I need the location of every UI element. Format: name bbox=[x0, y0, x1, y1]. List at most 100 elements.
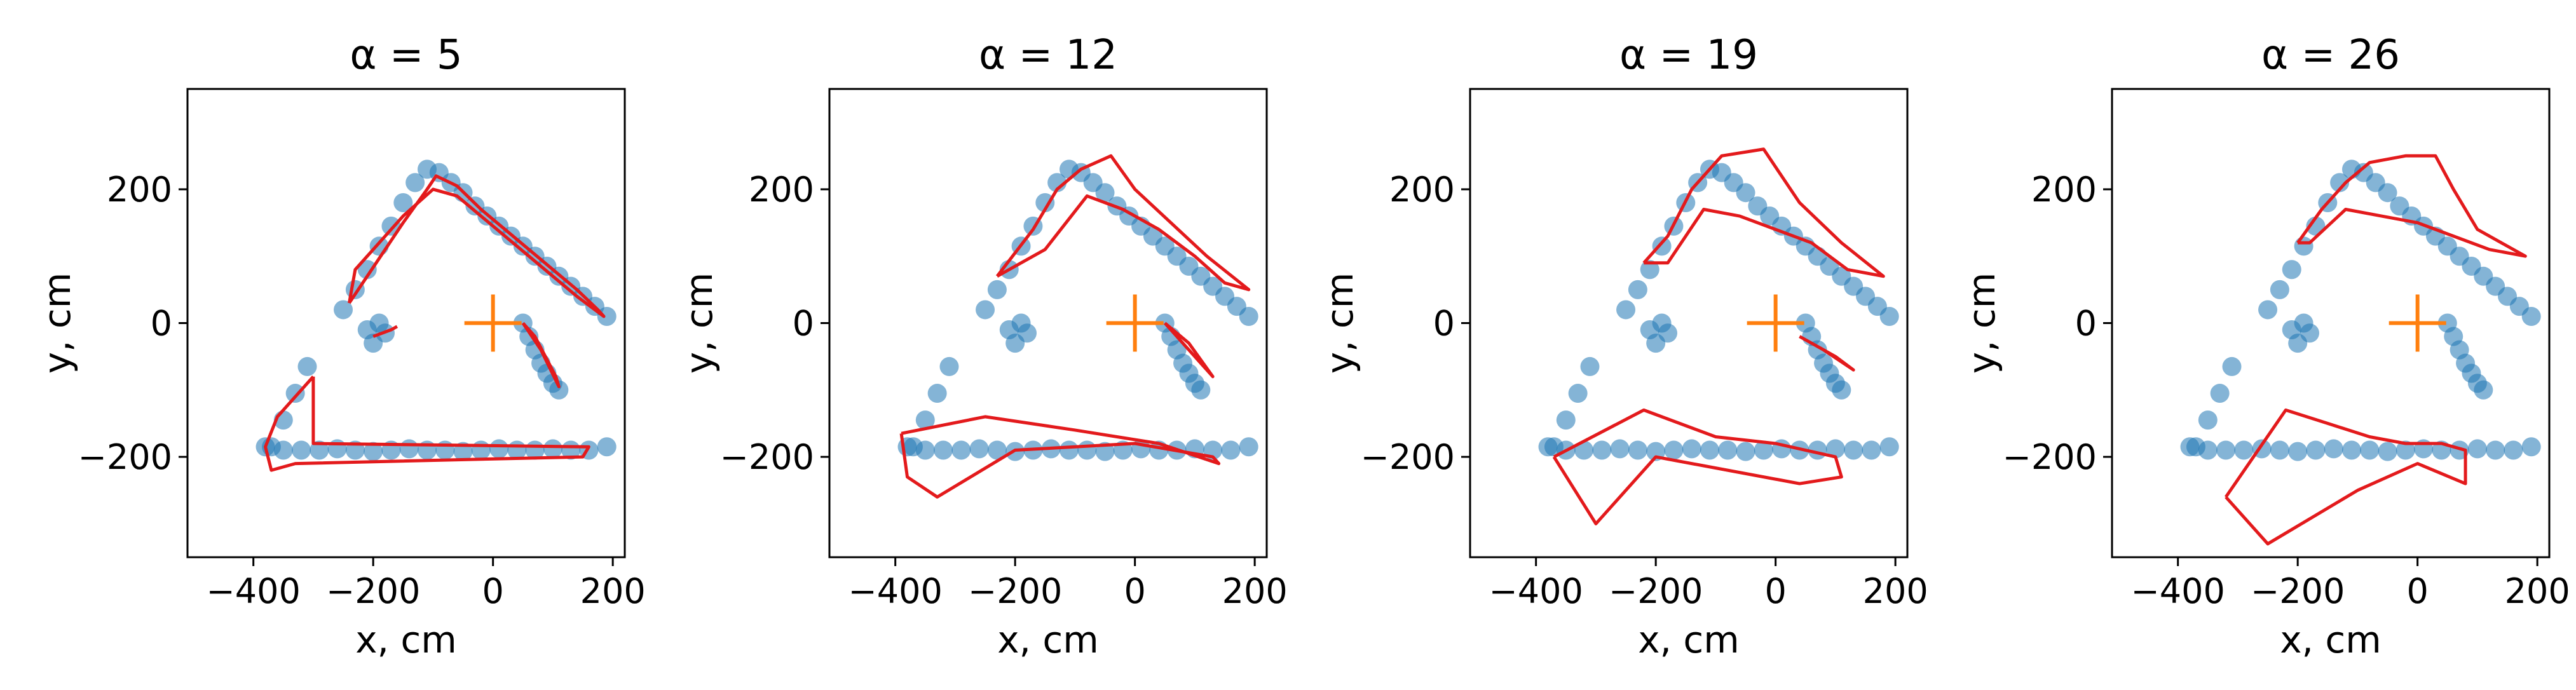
fit-outline bbox=[1799, 335, 1855, 372]
data-point bbox=[1879, 437, 1899, 457]
fit-outline bbox=[521, 321, 561, 389]
data-point bbox=[292, 440, 311, 460]
data-point bbox=[2504, 440, 2523, 460]
x-axis-label: x, cm bbox=[355, 618, 457, 661]
x-axis-label: x, cm bbox=[997, 618, 1099, 661]
data-point bbox=[1879, 306, 1899, 326]
fit-outline bbox=[264, 375, 590, 472]
fit-outline bbox=[995, 154, 1251, 292]
x-tick-label: −400 bbox=[848, 571, 943, 611]
data-point bbox=[1718, 440, 1738, 460]
x-tick-label: 200 bbox=[1222, 571, 1288, 611]
data-point bbox=[1664, 440, 1684, 460]
data-point bbox=[549, 380, 569, 400]
data-point bbox=[2341, 440, 2361, 460]
data-point bbox=[273, 440, 293, 460]
data-point bbox=[597, 437, 617, 457]
data-point bbox=[1736, 183, 1755, 203]
data-point bbox=[2180, 437, 2200, 457]
y-tick-label: 200 bbox=[107, 170, 172, 210]
x-tick-label: −200 bbox=[2251, 571, 2345, 611]
data-point bbox=[597, 306, 617, 326]
data-point bbox=[1580, 356, 1600, 376]
data-point bbox=[915, 440, 935, 460]
data-point bbox=[969, 439, 989, 459]
x-tick-label: 0 bbox=[1764, 571, 1786, 611]
data-point bbox=[1825, 439, 1845, 459]
x-axis-label: x, cm bbox=[2280, 618, 2382, 661]
data-point bbox=[2467, 439, 2487, 459]
x-tick-label: −200 bbox=[968, 571, 1062, 611]
y-axis-label: y, cm bbox=[36, 273, 79, 374]
data-point bbox=[1018, 323, 1037, 343]
data-point bbox=[1239, 437, 1258, 457]
data-point bbox=[1538, 437, 1558, 457]
fit-outline bbox=[1552, 408, 1843, 525]
y-tick-label: 0 bbox=[2075, 304, 2097, 344]
y-tick-label: 200 bbox=[2031, 170, 2097, 210]
x-tick-label: 200 bbox=[580, 571, 646, 611]
y-tick-label: 200 bbox=[749, 170, 814, 210]
data-point bbox=[2486, 440, 2505, 460]
y-tick-label: 200 bbox=[1389, 170, 1455, 210]
axes-frame bbox=[2111, 88, 2551, 558]
data-point bbox=[2324, 439, 2343, 459]
data-point bbox=[357, 260, 377, 280]
x-tick-label: 0 bbox=[482, 571, 503, 611]
data-point bbox=[1610, 439, 1630, 459]
x-tick-label: 200 bbox=[1863, 571, 1928, 611]
plot-area bbox=[1538, 147, 1899, 525]
x-tick-label: −400 bbox=[1489, 571, 1583, 611]
data-point bbox=[1616, 300, 1636, 320]
data-point bbox=[2270, 280, 2289, 299]
y-tick-label: −200 bbox=[1361, 437, 1455, 477]
data-point bbox=[2198, 440, 2218, 460]
data-point bbox=[2378, 442, 2397, 461]
data-point bbox=[2234, 440, 2254, 460]
data-point bbox=[897, 437, 917, 457]
data-point bbox=[1239, 306, 1258, 326]
y-tick-label: −200 bbox=[78, 437, 172, 477]
data-point bbox=[334, 300, 353, 320]
data-point bbox=[2198, 410, 2218, 430]
axes-frame bbox=[1469, 88, 1909, 558]
data-point bbox=[2300, 323, 2320, 343]
fit-outline bbox=[1163, 321, 1215, 379]
fit-outline bbox=[2225, 408, 2467, 546]
panel-1: α = 5 −400 −200 0 200 −200 0 200 x, cm y, cm bbox=[36, 32, 646, 661]
data-point bbox=[2258, 300, 2278, 320]
axes-frame bbox=[828, 88, 1268, 558]
panel-title: α = 19 bbox=[1619, 32, 1758, 79]
data-point bbox=[1077, 440, 1097, 460]
data-point bbox=[1652, 236, 1672, 256]
data-point bbox=[2210, 384, 2230, 403]
y-axis-label: y, cm bbox=[1318, 273, 1361, 374]
y-axis-label: y, cm bbox=[1960, 273, 2003, 374]
data-point bbox=[1640, 260, 1659, 280]
data-point bbox=[2521, 437, 2541, 457]
data-point bbox=[489, 439, 509, 459]
data-point bbox=[543, 439, 562, 459]
data-point bbox=[987, 440, 1007, 460]
data-point bbox=[1568, 384, 1588, 403]
y-tick-label: 0 bbox=[793, 304, 814, 344]
data-point bbox=[1095, 183, 1115, 203]
fit-outline bbox=[348, 174, 606, 318]
data-point bbox=[2222, 356, 2242, 376]
data-point bbox=[1059, 440, 1079, 460]
data-point bbox=[2282, 260, 2301, 280]
data-point bbox=[2521, 306, 2541, 326]
plot-area bbox=[2180, 154, 2541, 546]
data-point bbox=[2360, 440, 2380, 460]
data-point bbox=[987, 280, 1007, 299]
fit-outline bbox=[372, 325, 399, 338]
x-axis-label: x, cm bbox=[1638, 618, 1740, 661]
data-point bbox=[934, 440, 953, 460]
data-point bbox=[297, 356, 317, 376]
plot-area bbox=[897, 154, 1258, 499]
x-tick-label: −200 bbox=[1609, 571, 1703, 611]
fit-outline bbox=[2296, 154, 2527, 258]
data-point bbox=[1754, 440, 1773, 460]
data-point bbox=[2270, 440, 2289, 460]
